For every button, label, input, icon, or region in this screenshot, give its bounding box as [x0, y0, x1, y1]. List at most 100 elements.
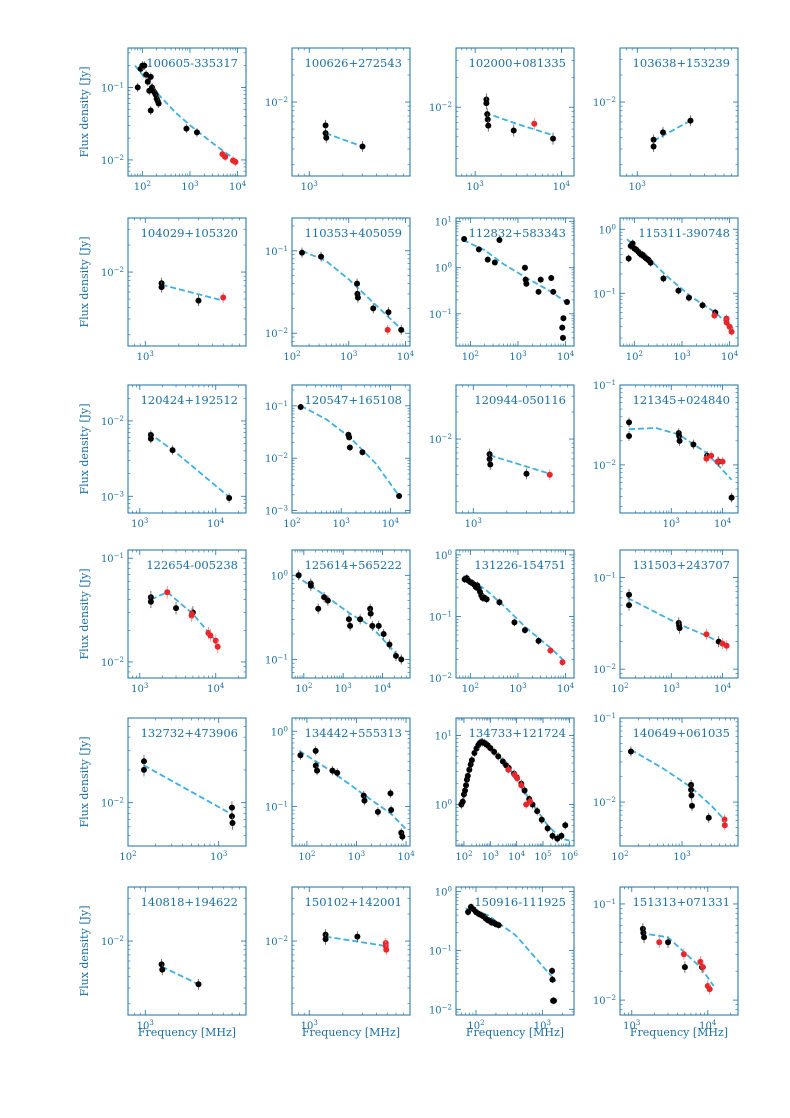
- data-layer: [158, 958, 202, 990]
- red-data-point: [220, 294, 227, 301]
- panel-title: 120944-050116: [474, 393, 566, 407]
- black-data-point: [496, 236, 503, 243]
- black-data-point: [388, 807, 395, 814]
- black-data-point: [491, 748, 498, 755]
- model-curve: [300, 405, 400, 497]
- black-data-point: [538, 816, 545, 823]
- black-data-point: [315, 605, 322, 612]
- black-data-point: [354, 280, 361, 287]
- black-data-point: [318, 253, 325, 260]
- panel-frame: [127, 217, 247, 347]
- data-layer: [627, 746, 728, 831]
- panel-title: 150102+142001: [305, 895, 402, 909]
- y-tick-label: 10−2: [101, 656, 124, 669]
- black-data-point: [699, 302, 706, 309]
- y-tick-label: 100: [435, 549, 452, 562]
- y-tick-label: 10−1: [593, 712, 616, 725]
- x-tick-label: 103: [333, 517, 350, 530]
- y-tick-label: 10−1: [593, 379, 616, 392]
- model-curve: [626, 238, 735, 330]
- black-data-point: [298, 249, 305, 256]
- x-tick-label: 102: [462, 682, 479, 695]
- black-data-point: [564, 299, 571, 306]
- y-tick-label: 10−1: [429, 610, 452, 623]
- panel-103638+153239: 103 10−2 103638+153239: [593, 47, 739, 193]
- black-data-point: [625, 255, 632, 262]
- black-data-point: [297, 404, 304, 411]
- x-tick-label: 103: [131, 517, 148, 530]
- panel-title: 132732+473906: [141, 726, 238, 740]
- red-data-point: [721, 822, 728, 829]
- panel-150102+142001: 103 10−2 150102+142001: [265, 886, 411, 1032]
- data-layer: [626, 417, 735, 503]
- black-data-point: [144, 78, 151, 85]
- panel-title: 103638+153239: [633, 56, 730, 70]
- black-data-point: [354, 294, 361, 301]
- model-curve: [462, 575, 567, 663]
- y-tick-label: 10−1: [593, 287, 616, 300]
- red-data-point: [656, 939, 663, 946]
- black-data-point: [510, 127, 517, 134]
- data-layer: [147, 585, 221, 654]
- black-data-point: [685, 294, 692, 301]
- panel-104029+105320: 103 10−2 104029+105320 Flux density [Jy]: [78, 217, 247, 363]
- panel-115311-390748: 102 103 104 10−1 100 115311-390748: [593, 217, 739, 363]
- data-layer: [465, 903, 558, 1005]
- y-tick-label: 100: [435, 799, 452, 812]
- panel-112832+583343: 102 103 104 10−1 100 101 112832+583343: [429, 216, 575, 363]
- black-data-point: [521, 627, 528, 634]
- panel-title: 131503+243707: [633, 558, 730, 572]
- model-curve: [630, 748, 726, 822]
- black-data-point: [297, 752, 304, 759]
- y-tick-label: 10−2: [593, 459, 616, 472]
- black-data-point: [495, 753, 502, 760]
- y-tick-label: 10−2: [265, 452, 288, 465]
- panel-title: 102000+081335: [469, 56, 566, 70]
- panel-131503+243707: 102 103 104 10−2 10−1 131503+243707: [593, 549, 739, 695]
- black-data-point: [226, 494, 233, 501]
- panel-title: 120547+165108: [305, 393, 402, 407]
- black-data-point: [155, 100, 162, 107]
- black-data-point: [559, 334, 566, 341]
- data-layer: [625, 238, 735, 336]
- model-curve: [294, 574, 402, 661]
- black-data-point: [688, 786, 695, 793]
- x-tick-label: 104: [382, 517, 400, 530]
- model-curve: [484, 111, 554, 137]
- panel-140818+194622: 103 10−2 140818+194622 Flux density [Jy]: [78, 886, 247, 1032]
- panel-frame: [455, 47, 575, 177]
- black-data-point: [173, 605, 180, 612]
- x-tick-label: 103: [335, 682, 352, 695]
- x-tick-label: 103: [663, 517, 680, 530]
- black-data-point: [322, 130, 329, 137]
- panel-title: 110353+405059: [305, 226, 402, 240]
- model-curve: [147, 431, 230, 498]
- x-tick-label: 102: [611, 850, 628, 863]
- model-curve: [653, 119, 691, 142]
- x-tick-label: 103: [340, 350, 357, 363]
- black-data-point: [159, 966, 166, 973]
- y-tick-label: 10−1: [265, 400, 288, 413]
- black-data-point: [659, 129, 666, 136]
- black-data-point: [544, 825, 551, 832]
- x-tick-label: 103: [301, 180, 318, 193]
- x-tick-label: 103: [509, 682, 526, 695]
- data-layer: [483, 93, 557, 145]
- model-curve: [465, 907, 557, 982]
- red-data-point: [680, 951, 687, 958]
- panel-120424+192512: 103 104 10−3 10−2 120424+192512 Flux density …: [78, 384, 247, 530]
- black-data-point: [380, 631, 387, 638]
- x-tick-label: 102: [455, 850, 472, 863]
- panel-frame: [291, 47, 411, 177]
- black-data-point: [392, 652, 399, 659]
- panel-frame: [455, 384, 575, 514]
- black-data-point: [367, 610, 374, 617]
- data-layer: [458, 738, 570, 843]
- black-data-point: [560, 315, 567, 322]
- y-tick-label: 10−1: [593, 572, 616, 585]
- black-data-point: [195, 981, 202, 988]
- panel-150916-111925: 102 103 10−2 10−1 100 150916-111925: [429, 886, 575, 1032]
- black-data-point: [641, 934, 648, 941]
- data-layer: [134, 61, 239, 167]
- black-data-point: [322, 936, 329, 943]
